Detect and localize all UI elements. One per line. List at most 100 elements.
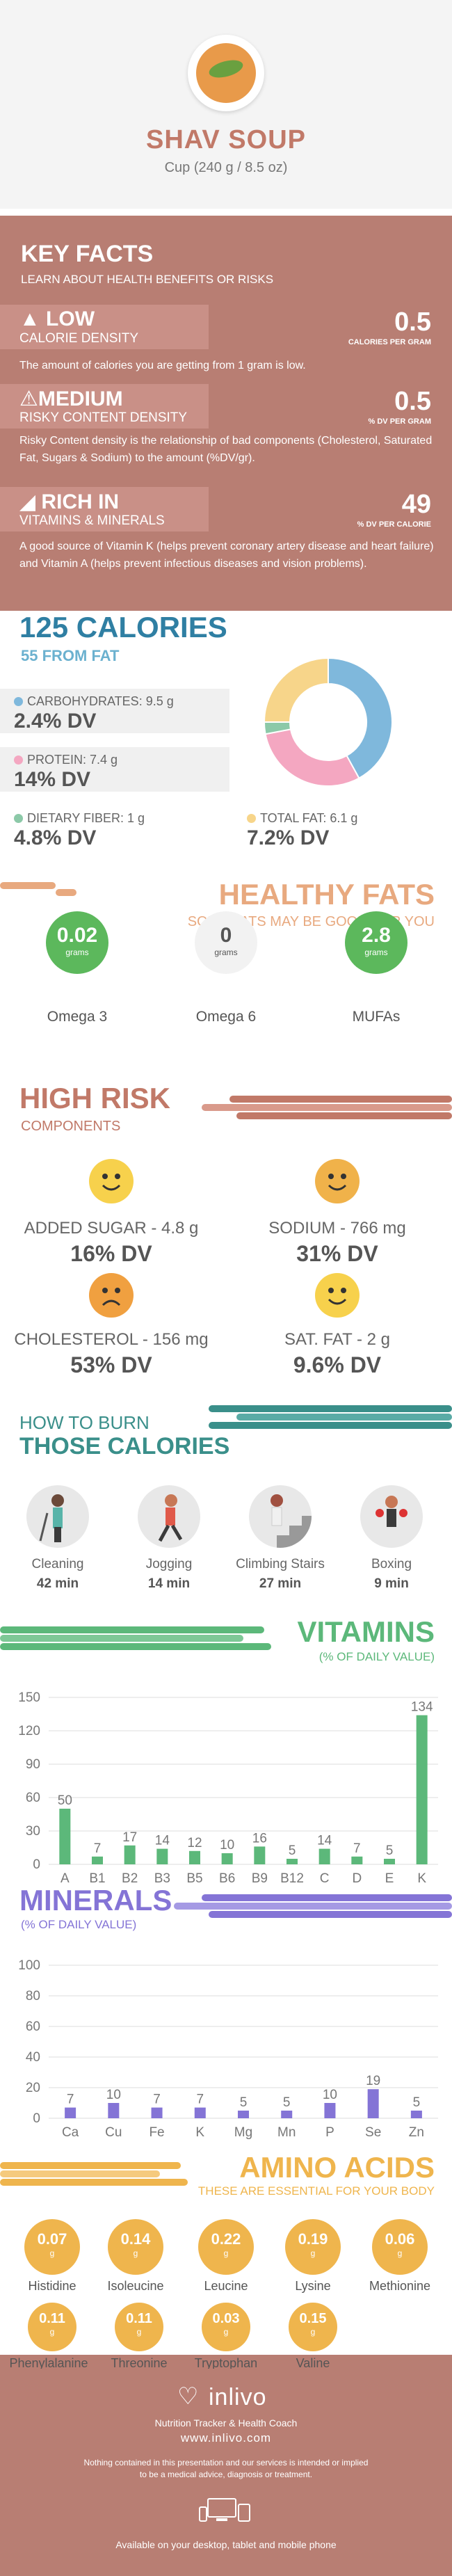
fact-unit: % DV PER GRAM (368, 417, 431, 426)
x-tick-label: P (325, 2125, 334, 2140)
isoleucine-circle: 0.14 g (108, 2219, 163, 2275)
sodium-label: SODIUM - 766 mg (268, 1219, 406, 1238)
fiber-label: DIETARY FIBER: 1 g (27, 811, 145, 825)
y-tick-label: 150 (18, 1690, 40, 1705)
amino-unit: g (136, 2327, 142, 2337)
bar-value-label: 7 (94, 1841, 102, 1856)
bar-value-label: 7 (353, 1841, 361, 1856)
key-facts-subheading: LEARN ABOUT HEALTH BENEFITS OR RISKS (21, 273, 274, 286)
bar (324, 2103, 336, 2118)
fats-divider (0, 882, 452, 896)
omega3-label: Omega 3 (47, 1009, 108, 1025)
cleaning-label: Cleaning (31, 1557, 84, 1571)
footer-url[interactable]: www.inlivo.com (180, 2431, 272, 2445)
burn-heading-2: THOSE CALORIES (19, 1433, 230, 1459)
sad-face-icon (89, 1273, 134, 1318)
protein-dot (14, 755, 23, 765)
amino-heading: AMINO ACIDS (239, 2151, 435, 2184)
bar (189, 1850, 200, 1864)
amino-unit: g (49, 2248, 55, 2258)
jogging-time: 14 min (147, 1576, 191, 1591)
x-tick-label: Mg (234, 2125, 252, 2140)
bar (416, 1715, 428, 1864)
bar (238, 2111, 249, 2118)
cleaning-image (26, 1485, 89, 1548)
bar (124, 1845, 136, 1864)
soup-bowl-image (188, 35, 264, 111)
high-risk-heading: HIGH RISK (19, 1082, 171, 1114)
bar (92, 1856, 103, 1864)
y-tick-label: 0 (33, 2111, 40, 2126)
valine-label: Valine (296, 2356, 330, 2370)
amino-unit: g (397, 2248, 403, 2258)
bar-value-label: 16 (252, 1831, 267, 1846)
bar-value-label: 10 (220, 1838, 234, 1853)
brand-name: inlivo (209, 2384, 267, 2410)
bar-value-label: 7 (153, 2093, 161, 2107)
x-tick-label: D (352, 1871, 362, 1886)
bar (59, 1809, 71, 1864)
y-tick-label: 40 (26, 2050, 40, 2065)
x-tick-label: B2 (122, 1871, 138, 1886)
climbing-label: Climbing Stairs (236, 1557, 325, 1571)
sat-fat-dv: 9.6% DV (293, 1352, 382, 1377)
flame-icon: ▲ (19, 307, 40, 330)
bar (410, 2111, 422, 2118)
bar (156, 1848, 168, 1864)
cleaning-time: 42 min (36, 1576, 79, 1591)
minerals-bar-chart: 0 20 40 60 80 100 7 Ca 10 Cu 7 Fe 7 K 5 Mg 5 Mn 10 P 19 Se 5 Zn (18, 1958, 438, 2140)
lysine-circle: 0.19 g (285, 2219, 341, 2275)
climbing-time: 27 min (259, 1576, 302, 1591)
fact-level: LOW (46, 307, 95, 330)
fact-unit: % DV PER CALORIE (357, 520, 431, 529)
availability-text: Available on your desktop, tablet and mo… (115, 2539, 337, 2550)
x-tick-label: Cu (105, 2125, 122, 2140)
bar-value-label: 7 (196, 2093, 204, 2107)
fact-description: A good source of Vitamin K (helps preven… (19, 541, 434, 570)
valine-circle: 0.15 g (289, 2303, 337, 2351)
fact-label: VITAMINS & MINERALS (19, 513, 165, 528)
x-tick-label: B5 (186, 1871, 202, 1886)
isoleucine-label: Isoleucine (107, 2279, 164, 2293)
x-tick-label: Mn (277, 2125, 296, 2140)
tryptophan-label: Tryptophan (194, 2356, 258, 2370)
histidine-circle: 0.07 g (24, 2219, 80, 2275)
mufa-value: 2.8 (362, 924, 391, 947)
vitamins-subheading: (% OF DAILY VALUE) (318, 1650, 435, 1663)
x-tick-label: K (195, 2125, 204, 2140)
bar (286, 1859, 298, 1864)
carbs-label: CARBOHYDRATES: 9.5 g (27, 694, 174, 708)
cholesterol-label: CHOLESTEROL - 156 mg (14, 1330, 209, 1349)
bar (221, 1853, 233, 1864)
fact-level: RICH IN (41, 490, 120, 513)
bar (194, 2107, 206, 2118)
jogging-image (138, 1485, 200, 1548)
omega3-unit: grams (65, 947, 89, 957)
omega6-value: 0 (220, 924, 232, 947)
bar-value-label: 134 (411, 1700, 433, 1715)
bar-value-label: 10 (106, 2088, 121, 2102)
amino-value: 0.03 (212, 2311, 240, 2326)
mufa-circle: 2.8 grams (345, 911, 407, 974)
fiber-box: DIETARY FIBER: 1 g 4.8% DV (0, 806, 229, 850)
threonine-label: Threonine (111, 2356, 168, 2370)
amino-unit: g (310, 2327, 316, 2337)
footer-body: ♡ inlivo Nutrition Tracker & Health Coac… (0, 2369, 452, 2576)
x-tick-label: B12 (280, 1871, 304, 1886)
bar (254, 1846, 266, 1864)
bar-value-label: 5 (240, 2095, 248, 2110)
sodium-dv: 31% DV (296, 1241, 378, 1266)
omega3-value: 0.02 (56, 924, 98, 947)
x-tick-label: B9 (252, 1871, 268, 1886)
methionine-circle: 0.06 g (372, 2219, 428, 2275)
x-tick-label: C (320, 1871, 330, 1886)
key-facts-heading: KEY FACTS (21, 241, 154, 267)
omega6-label: Omega 6 (195, 1009, 257, 1025)
bar (351, 1856, 363, 1864)
minerals-subheading: (% OF DAILY VALUE) (21, 1918, 137, 1931)
key-facts-section: KEY FACTS LEARN ABOUT HEALTH BENEFITS OR… (0, 216, 452, 630)
boxing-image (360, 1485, 423, 1548)
climbing-stairs-image (249, 1485, 312, 1548)
y-tick-label: 120 (18, 1724, 40, 1738)
protein-dv: 14% DV (14, 768, 91, 791)
